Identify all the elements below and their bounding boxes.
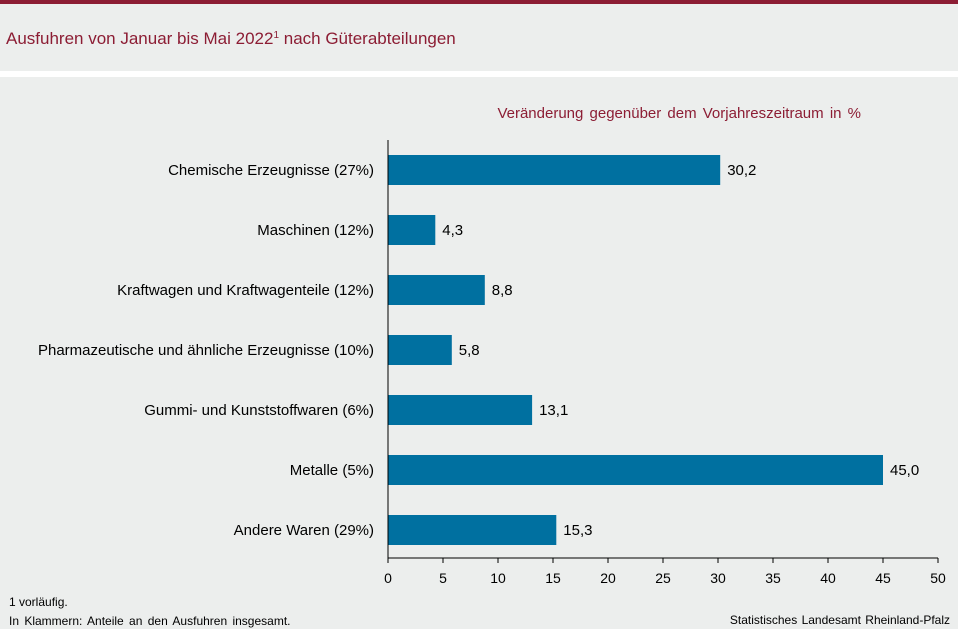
footnote-brackets: In Klammern: Anteile an den Ausfuhren in…	[9, 614, 291, 628]
x-tick-label: 50	[930, 570, 946, 586]
value-label: 45,0	[890, 462, 919, 479]
category-label: Gummi- und Kunststoffwaren (6%)	[144, 402, 374, 419]
chart-subtitle: Veränderung gegenüber dem Vorjahreszeitr…	[497, 105, 861, 122]
chart-title-footnote-marker: 1	[273, 30, 280, 41]
bar	[388, 335, 452, 365]
category-label: Chemische Erzeugnisse (27%)	[168, 162, 374, 179]
value-label: 4,3	[442, 222, 463, 239]
x-axis: 0 5 10 15 20 25 30 35 40 45 50	[384, 140, 946, 586]
bar	[388, 455, 883, 485]
chart-title-suffix: nach Güterabteilungen	[279, 29, 456, 48]
top-accent-bar	[0, 0, 958, 4]
category-label: Metalle (5%)	[290, 462, 374, 479]
x-tick-label: 45	[875, 570, 891, 586]
header-separator	[0, 71, 958, 77]
x-tick-label: 25	[655, 570, 671, 586]
x-tick-label: 20	[600, 570, 616, 586]
category-label: Andere Waren (29%)	[234, 522, 374, 539]
category-label: Pharmazeutische und ähnliche Erzeugnisse…	[38, 342, 374, 359]
source-note: Statistisches Landesamt Rheinland-Pfalz	[729, 613, 950, 627]
chart-title-text: Ausfuhren von Januar bis Mai 2022	[6, 29, 274, 48]
x-tick-label: 40	[820, 570, 836, 586]
bar	[388, 515, 557, 545]
x-tick-label: 15	[545, 570, 561, 586]
x-tick-label: 30	[710, 570, 726, 586]
bar	[388, 155, 721, 185]
value-label: 30,2	[727, 162, 756, 179]
bar	[388, 215, 436, 245]
chart-title: Ausfuhren von Januar bis Mai 20221 nach …	[6, 29, 456, 49]
value-label: 15,3	[563, 522, 592, 539]
category-label: Kraftwagen und Kraftwagenteile (12%)	[117, 282, 374, 299]
x-tick-label: 35	[765, 570, 781, 586]
x-tick-label: 0	[384, 570, 392, 586]
value-label: 13,1	[539, 402, 568, 419]
footnote-preliminary: 1 vorläufig.	[9, 595, 68, 609]
bar	[388, 275, 485, 305]
x-tick-label: 5	[439, 570, 447, 586]
category-label: Maschinen (12%)	[257, 222, 374, 239]
x-tick-label: 10	[490, 570, 506, 586]
bars-group: Chemische Erzeugnisse (27%) 30,2 Maschinen…	[38, 155, 919, 545]
value-label: 8,8	[492, 282, 513, 299]
value-label: 5,8	[459, 342, 480, 359]
bar	[388, 395, 533, 425]
